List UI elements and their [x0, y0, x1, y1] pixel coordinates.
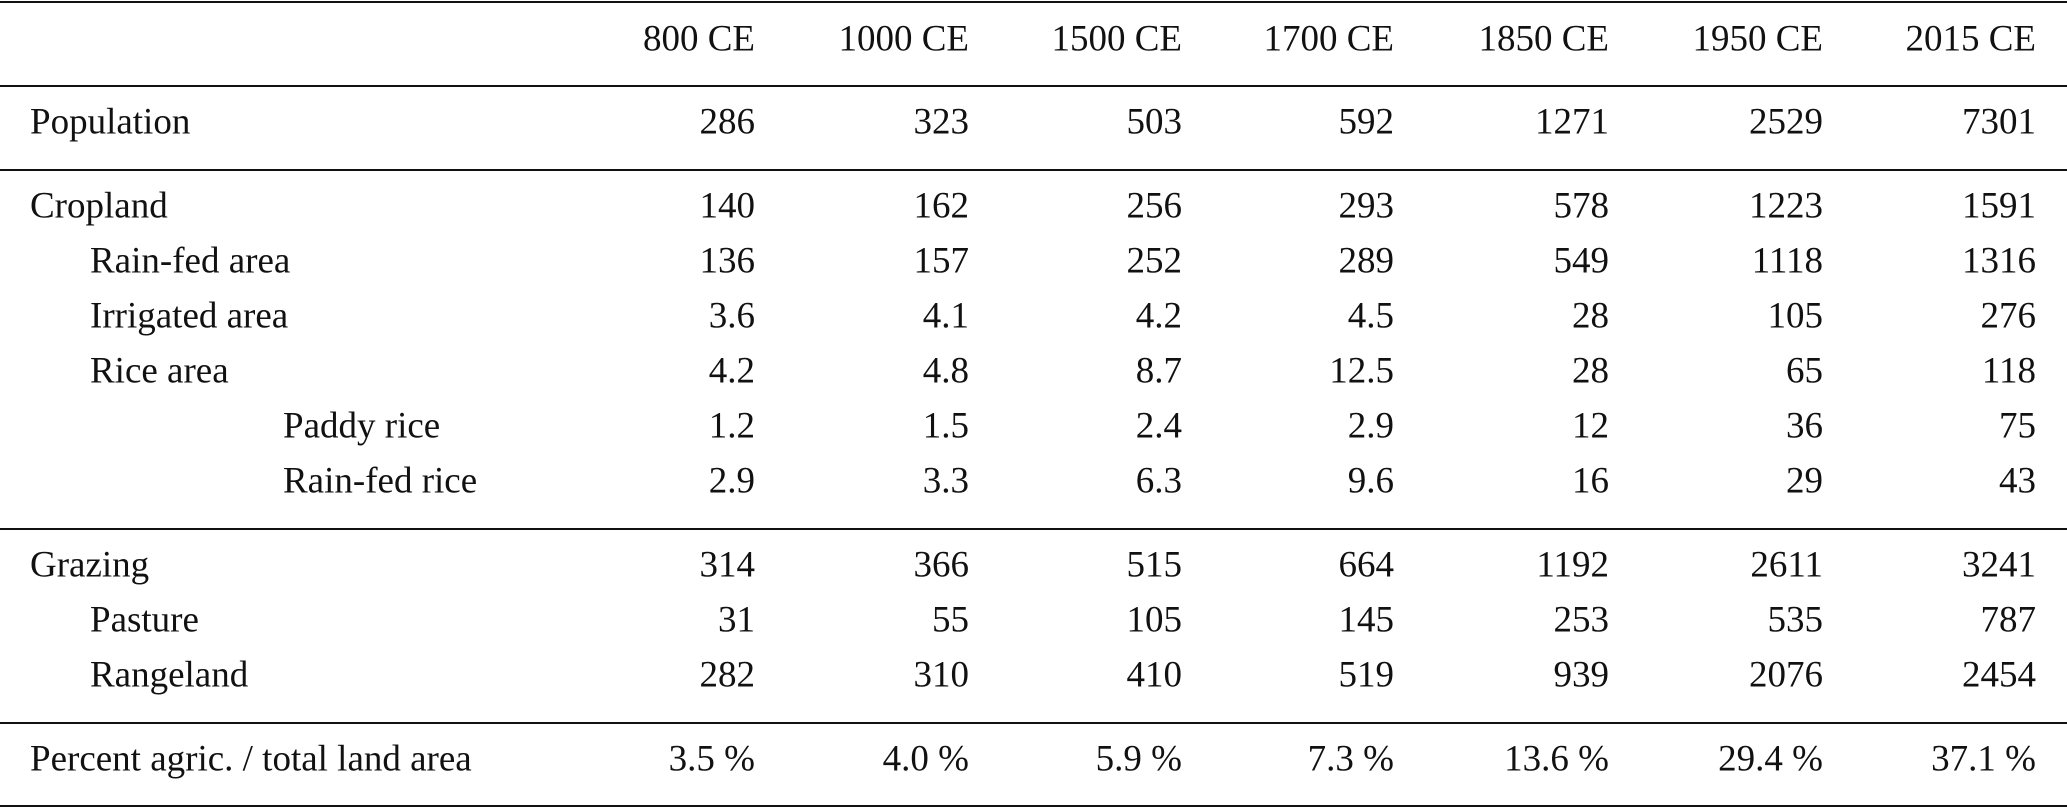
cell: 310 [914, 654, 970, 695]
row-label: Population [30, 101, 190, 142]
column-header: 1000 CE [838, 18, 969, 59]
cell: 323 [914, 101, 970, 142]
cell: 286 [700, 101, 756, 142]
cell: 503 [1127, 101, 1183, 142]
cell: 31 [718, 599, 755, 640]
cell: 9.6 [1348, 460, 1394, 501]
column-header: 1700 CE [1263, 18, 1394, 59]
row-label: Rain-fed area [90, 240, 290, 281]
row-label: Rice area [90, 350, 229, 391]
cell: 1118 [1752, 240, 1823, 281]
cell: 366 [914, 544, 970, 585]
column-header: 1850 CE [1478, 18, 1609, 59]
cell: 2076 [1749, 654, 1823, 695]
cell: 4.1 [923, 295, 969, 336]
cell: 29.4 % [1718, 738, 1823, 779]
cell: 4.2 [709, 350, 755, 391]
cell: 549 [1554, 240, 1610, 281]
cell: 29 [1786, 460, 1823, 501]
cell: 664 [1339, 544, 1395, 585]
cell: 12.5 [1329, 350, 1394, 391]
column-header: 1500 CE [1051, 18, 1182, 59]
cell: 75 [1999, 405, 2036, 446]
cell: 519 [1339, 654, 1395, 695]
cell: 4.5 [1348, 295, 1394, 336]
cell: 157 [914, 240, 970, 281]
cell: 2529 [1749, 101, 1823, 142]
cell: 256 [1127, 185, 1183, 226]
cell: 939 [1554, 654, 1610, 695]
row-label: Paddy rice [283, 405, 440, 446]
cell: 13.6 % [1504, 738, 1609, 779]
column-header: 1950 CE [1692, 18, 1823, 59]
cell: 2.4 [1136, 405, 1182, 446]
cell: 535 [1768, 599, 1824, 640]
cell: 1591 [1962, 185, 2036, 226]
cell: 118 [1982, 350, 2036, 391]
cell: 1.5 [923, 405, 969, 446]
cell: 410 [1127, 654, 1183, 695]
cell: 515 [1127, 544, 1183, 585]
cell: 276 [1981, 295, 2037, 336]
cell: 55 [932, 599, 969, 640]
cell: 293 [1339, 185, 1395, 226]
cell: 3241 [1962, 544, 2036, 585]
row-label: Pasture [90, 599, 199, 640]
cell: 252 [1127, 240, 1183, 281]
cell: 105 [1768, 295, 1824, 336]
cell: 7.3 % [1308, 738, 1394, 779]
cell: 282 [700, 654, 756, 695]
cell: 5.9 % [1096, 738, 1182, 779]
cell: 289 [1339, 240, 1395, 281]
cell: 28 [1572, 350, 1609, 391]
cell: 4.0 % [883, 738, 969, 779]
cell: 1223 [1749, 185, 1823, 226]
cell: 592 [1339, 101, 1395, 142]
cell: 1316 [1962, 240, 2036, 281]
cell: 1192 [1536, 544, 1609, 585]
cell: 253 [1554, 599, 1610, 640]
cell: 4.8 [923, 350, 969, 391]
row-label: Rain-fed rice [283, 460, 477, 501]
cell: 36 [1786, 405, 1823, 446]
cell: 787 [1981, 599, 2037, 640]
cell: 7301 [1962, 101, 2036, 142]
cell: 4.2 [1136, 295, 1182, 336]
cell: 65 [1786, 350, 1823, 391]
cell: 162 [914, 185, 970, 226]
row-label: Rangeland [90, 654, 249, 695]
cell: 578 [1554, 185, 1610, 226]
cell: 2.9 [1348, 405, 1394, 446]
cell: 2611 [1750, 544, 1823, 585]
cell: 314 [700, 544, 756, 585]
cell: 3.5 % [669, 738, 755, 779]
cell: 28 [1572, 295, 1609, 336]
cell: 43 [1999, 460, 2036, 501]
cell: 3.6 [709, 295, 755, 336]
cell: 1271 [1535, 101, 1609, 142]
cell: 12 [1572, 405, 1609, 446]
row-label: Percent agric. / total land area [30, 738, 472, 779]
cell: 145 [1339, 599, 1395, 640]
column-header: 2015 CE [1905, 18, 2036, 59]
cell: 105 [1127, 599, 1183, 640]
cell: 140 [700, 185, 756, 226]
row-label: Grazing [30, 544, 149, 585]
row-label: Cropland [30, 185, 168, 226]
cell: 6.3 [1136, 460, 1182, 501]
column-header: 800 CE [643, 18, 755, 59]
cell: 2454 [1962, 654, 2036, 695]
cell: 16 [1572, 460, 1609, 501]
cell: 2.9 [709, 460, 755, 501]
cell: 136 [700, 240, 756, 281]
cell: 8.7 [1136, 350, 1182, 391]
cell: 37.1 % [1931, 738, 2036, 779]
cell: 1.2 [709, 405, 755, 446]
cell: 3.3 [923, 460, 969, 501]
row-label: Irrigated area [90, 295, 288, 336]
